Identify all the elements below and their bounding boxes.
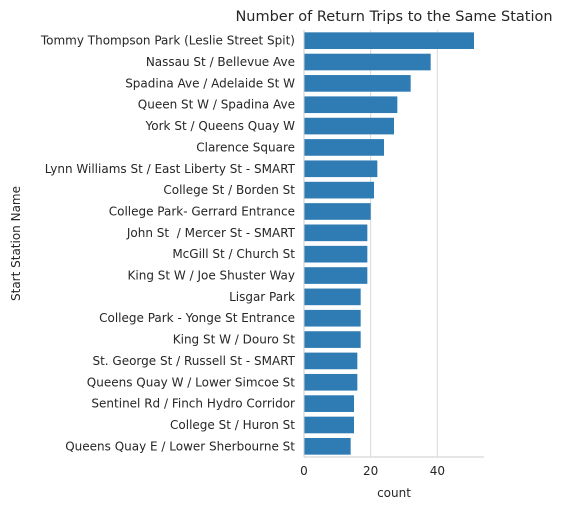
y-tick-label: College Park- Gerrard Entrance	[109, 204, 295, 218]
y-tick-label: College St / Borden St	[163, 183, 295, 197]
y-tick-label: Tommy Thompson Park (Leslie Street Spit)	[40, 34, 295, 48]
y-tick-label: College Park - Yonge St Entrance	[99, 311, 295, 325]
bar	[304, 416, 354, 434]
bar	[304, 53, 431, 71]
bar	[304, 267, 368, 284]
y-tick-label: Lisgar Park	[229, 290, 295, 304]
bar	[304, 352, 358, 370]
x-axis-label: count	[377, 486, 411, 500]
bar	[304, 309, 361, 327]
x-tick-label: 20	[363, 464, 378, 478]
chart-title: Number of Return Trips to the Same Stati…	[235, 9, 552, 25]
y-tick-label: Lynn Williams St / East Liberty St - SMA…	[45, 162, 296, 176]
bar	[304, 224, 368, 242]
bar	[304, 373, 358, 391]
y-tick-label: Queen St W / Spadina Ave	[138, 98, 295, 112]
y-tick-label: Spadina Ave / Adelaide St W	[125, 76, 295, 90]
x-tick-labels: 0 20 40	[300, 464, 445, 478]
y-tick-label: John St / Mercer St - SMART	[126, 226, 296, 240]
bar	[304, 245, 368, 263]
bar	[304, 117, 394, 135]
y-tick-label: Clarence Square	[196, 140, 295, 154]
y-tick-label: King St W / Joe Shuster Way	[128, 269, 295, 283]
bar	[304, 331, 361, 348]
y-tick-label: Queens Quay E / Lower Sherbourne St	[65, 439, 295, 453]
bar	[304, 395, 354, 412]
bar	[304, 96, 398, 114]
y-axis-label: Start Station Name	[9, 186, 23, 301]
bar-layer	[304, 32, 474, 455]
y-tick-label: McGill St / Church St	[172, 247, 295, 261]
bar	[304, 203, 371, 220]
bar	[304, 32, 474, 50]
y-tick-label: St. George St / Russell St - SMART	[92, 354, 295, 368]
bar	[304, 160, 378, 178]
axis-layer	[303, 30, 484, 458]
bar	[304, 181, 374, 199]
bar	[304, 139, 384, 156]
y-tick-label: Queens Quay W / Lower Simcoe St	[87, 375, 296, 389]
y-tick-label: Nassau St / Bellevue Ave	[146, 55, 295, 69]
y-tick-label: Sentinel Rd / Finch Hydro Corridor	[91, 397, 295, 411]
y-tick-labels: Tommy Thompson Park (Leslie Street Spit)…	[40, 34, 296, 454]
bar	[304, 75, 411, 92]
grid-layer	[303, 30, 438, 457]
bar	[304, 437, 351, 455]
y-tick-label: King St W / Douro St	[173, 333, 296, 347]
y-tick-label: College St / Huron St	[170, 418, 295, 432]
bar	[304, 288, 361, 306]
x-tick-label: 40	[430, 464, 445, 478]
x-tick-label: 0	[300, 464, 308, 478]
y-tick-label: York St / Queens Quay W	[145, 119, 296, 133]
